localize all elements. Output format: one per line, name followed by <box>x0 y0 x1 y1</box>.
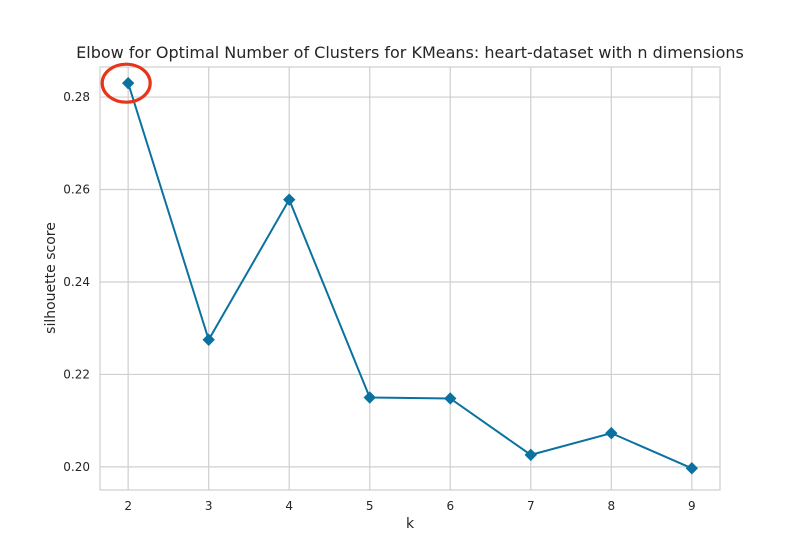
x-axis-label: k <box>406 516 415 532</box>
x-tick-label: 9 <box>688 499 696 513</box>
plot-frame <box>99 66 721 491</box>
data-point <box>121 76 135 90</box>
series-markers <box>121 76 699 475</box>
data-point <box>605 426 618 440</box>
data-point <box>202 333 215 346</box>
data-point <box>283 193 296 206</box>
x-tick-label: 2 <box>124 499 132 513</box>
x-tick-labels: 2 3 4 5 6 7 8 9 <box>124 499 695 513</box>
x-tick-label: 3 <box>205 499 213 513</box>
y-tick-label: 0.24 <box>63 275 90 289</box>
series-line <box>127 82 693 470</box>
data-point <box>524 448 537 462</box>
y-tick-label: 0.28 <box>63 90 90 104</box>
chart-title: Elbow for Optimal Number of Clusters for… <box>76 43 744 62</box>
y-tick-labels: 0.20 0.22 0.24 0.26 0.28 <box>63 90 90 474</box>
grid <box>100 67 720 490</box>
x-tick-label: 7 <box>527 499 535 513</box>
x-tick-label: 6 <box>446 499 454 513</box>
x-tick-label: 5 <box>366 499 374 513</box>
y-tick-label: 0.22 <box>63 367 90 381</box>
x-tick-label: 8 <box>607 499 615 513</box>
x-tick-label: 4 <box>285 499 293 513</box>
data-point <box>685 462 699 475</box>
data-point <box>444 392 457 405</box>
y-tick-label: 0.20 <box>63 460 90 474</box>
y-axis-label: silhouette score <box>43 222 59 334</box>
y-tick-label: 0.26 <box>63 183 90 197</box>
highlight-circle <box>100 62 152 104</box>
data-point <box>363 391 376 404</box>
